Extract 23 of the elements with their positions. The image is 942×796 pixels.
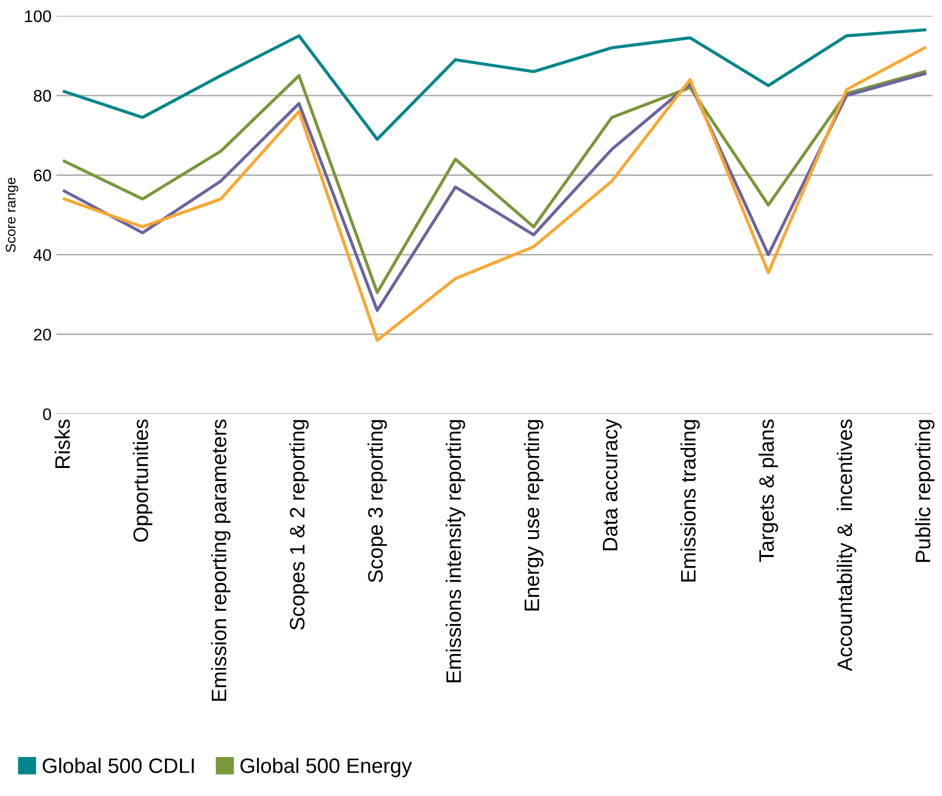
y-tick-label: 0 <box>43 408 52 420</box>
x-tick-label: Risks <box>54 420 70 468</box>
y-tick-label: 60 <box>34 170 52 182</box>
x-tick-label: Targets & plans <box>758 420 778 562</box>
x-tick-label: Public reporting <box>915 420 934 562</box>
y-axis-title: Score range <box>6 178 18 252</box>
line-series <box>62 28 926 141</box>
x-tick-label: Scope 3 reporting <box>368 420 387 582</box>
x-tick-label: Data accuracy <box>602 418 622 550</box>
y-tick-label: 100 <box>25 10 52 22</box>
y-tick-label: 80 <box>34 90 52 102</box>
y-tick-label: 40 <box>34 249 52 261</box>
x-tick-label: Energy use reporting <box>524 420 544 610</box>
y-tick-label: 20 <box>34 328 52 341</box>
legend-label: Global 500 Energy <box>240 758 412 778</box>
line-series <box>62 46 926 342</box>
x-tick-label: Emissions trading <box>680 420 700 582</box>
legend-label: Global 500 CDLI <box>42 758 194 774</box>
x-tick-label: Opportunities <box>132 420 152 542</box>
x-tick-label: Emission reporting parameters <box>211 420 230 701</box>
x-tick-label: Scopes 1 & 2 reporting <box>289 420 309 630</box>
x-tick-label: Accountability & incentives <box>836 420 856 672</box>
x-tick-label: Emissions intensity reporting <box>446 420 466 682</box>
